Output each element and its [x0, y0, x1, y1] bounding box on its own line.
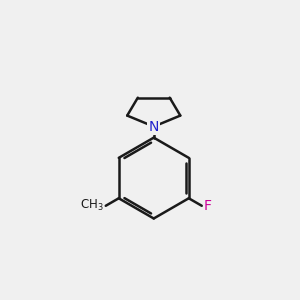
Text: F: F	[204, 199, 212, 213]
Text: N: N	[148, 120, 159, 134]
Text: CH$_3$: CH$_3$	[80, 198, 104, 213]
